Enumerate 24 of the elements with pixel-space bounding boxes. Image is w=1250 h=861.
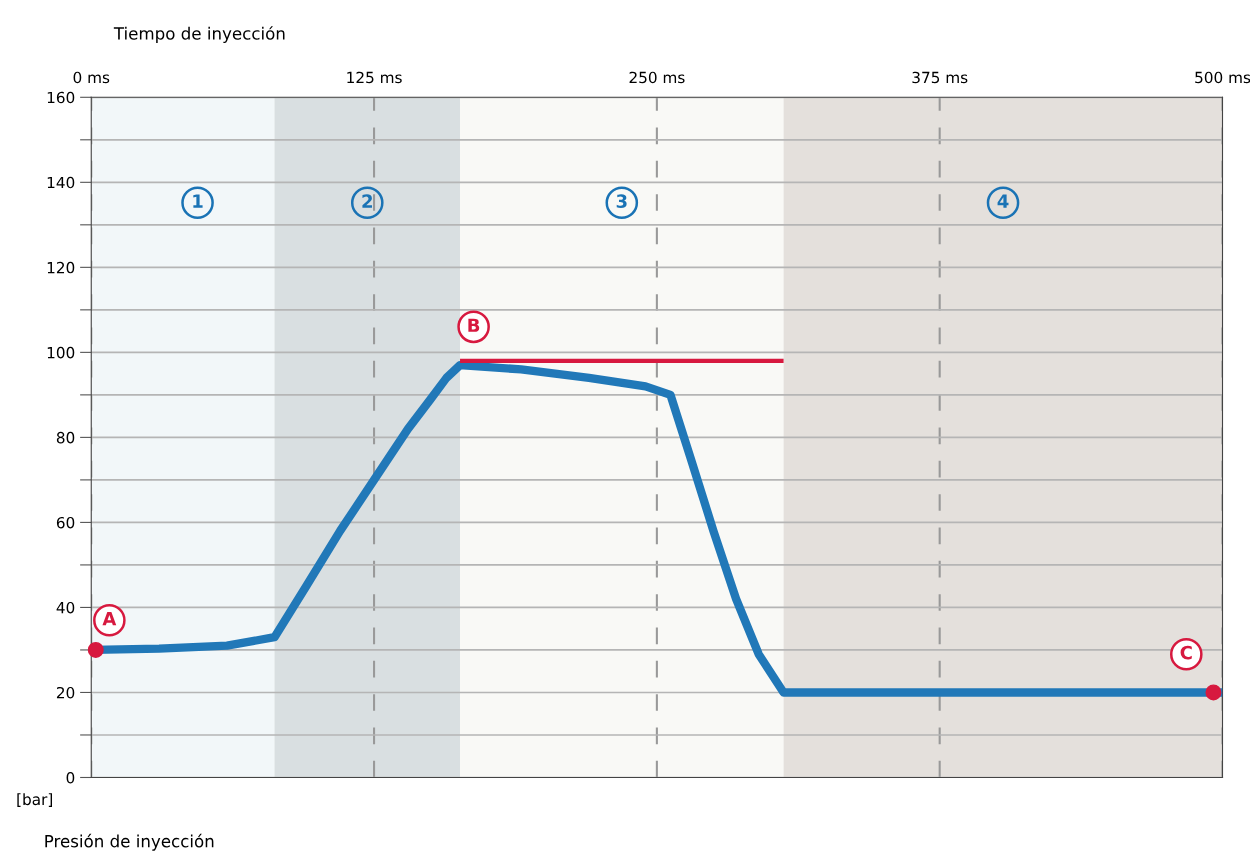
y-tick-label: 80 — [56, 431, 75, 444]
y-tick-label: 20 — [56, 686, 75, 699]
band-label: 2 — [362, 194, 372, 208]
x-axis-title: Tiempo de inyección — [113, 26, 285, 43]
x-tick-label: 250 ms — [629, 71, 685, 84]
annotation: C — [1180, 645, 1192, 660]
band-label: 1 — [193, 194, 203, 208]
band-label: 4 — [997, 194, 1009, 208]
y-tick-label: 140 — [47, 176, 75, 189]
x-tick-label: 500 ms — [1195, 71, 1250, 84]
y-tick-label: 40 — [56, 601, 75, 614]
text: Presión de inyección — [45, 833, 214, 851]
annotation: A — [102, 612, 117, 626]
y-tick-label: 100 — [47, 346, 75, 359]
annotation: B — [468, 318, 480, 332]
y-tick-label: 0 — [66, 771, 75, 784]
y-tick-label: 160 — [47, 91, 75, 104]
y-axis-title: [bar] — [17, 793, 53, 807]
x-tick-label: 125 ms — [347, 71, 402, 84]
x-tick-label: 375 ms — [912, 71, 968, 84]
band-label: 3 — [616, 194, 627, 208]
y-tick-label: 120 — [47, 261, 75, 274]
x-tick-label: 0 ms — [73, 71, 110, 84]
y-tick-label: 60 — [56, 516, 75, 529]
